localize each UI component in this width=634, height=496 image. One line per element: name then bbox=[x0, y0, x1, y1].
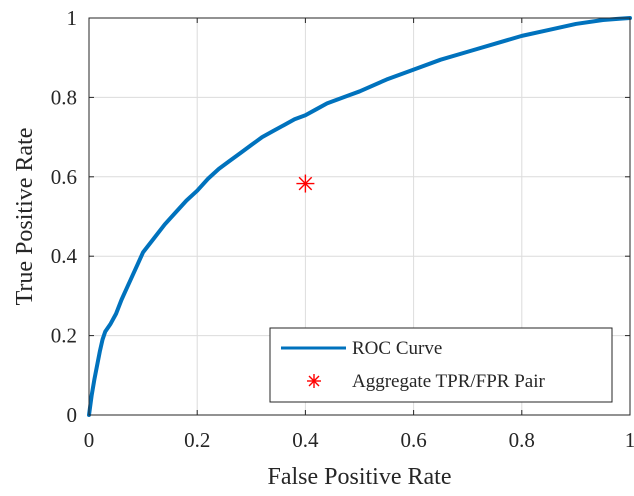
legend-box bbox=[269, 327, 613, 403]
x-tick-label: 0.4 bbox=[292, 428, 319, 452]
tick-labels: 0 0.2 0.4 0.6 0.8 1 0 0.2 0.4 0.6 0.8 1 bbox=[51, 6, 634, 452]
x-tick-label: 0.8 bbox=[509, 428, 535, 452]
y-tick-label: 0 bbox=[67, 403, 78, 427]
x-tick-label: 0 bbox=[84, 428, 95, 452]
aggregate-point-marker bbox=[296, 174, 315, 193]
legend-asterisk-icon bbox=[307, 374, 321, 388]
y-tick-label: 0.6 bbox=[51, 165, 77, 189]
plot-frame bbox=[88, 17, 631, 416]
x-tick-label: 0.6 bbox=[400, 428, 426, 452]
x-axis-label: False Positive Rate bbox=[268, 464, 452, 490]
legend: ROC Curve Aggregate TPR/FPR Pair bbox=[269, 327, 613, 403]
asterisk-stroke bbox=[298, 176, 313, 191]
y-tick-label: 0.2 bbox=[51, 324, 77, 348]
series-layer bbox=[87, 16, 632, 417]
roc-curve-line bbox=[87, 16, 632, 417]
ticks bbox=[88, 17, 631, 416]
y-axis-label: True Positive Rate bbox=[12, 128, 38, 306]
y-tick-label: 1 bbox=[67, 6, 78, 30]
x-tick-label: 0.2 bbox=[184, 428, 210, 452]
legend-roc-label: ROC Curve bbox=[352, 338, 442, 359]
y-tick-label: 0.4 bbox=[51, 244, 78, 268]
legend-aggregate-label: Aggregate TPR/FPR Pair bbox=[352, 371, 545, 392]
x-tick-label: 1 bbox=[625, 428, 634, 452]
y-tick-label: 0.8 bbox=[51, 85, 77, 109]
